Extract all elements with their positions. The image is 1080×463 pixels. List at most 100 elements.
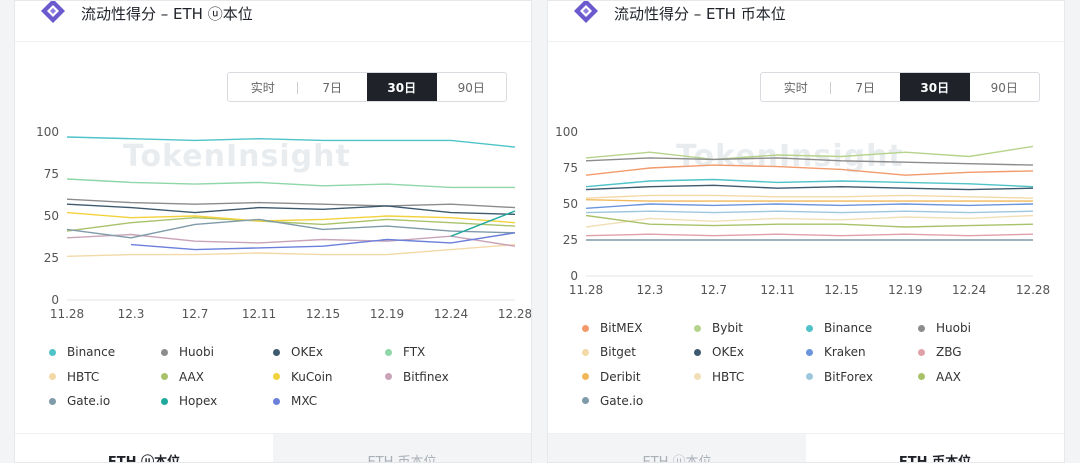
tab-90d[interactable]: 90日 <box>457 80 485 95</box>
legend-item-bitforex[interactable]: BitForex <box>806 370 873 384</box>
x-tick-label: 11.28 <box>50 307 84 321</box>
legend-label: FTX <box>403 345 426 359</box>
series-line-huobi[interactable] <box>585 157 1034 166</box>
series-line-hbtc[interactable] <box>585 214 1034 228</box>
legend-item-bitfinex[interactable]: Bitfinex <box>385 370 449 384</box>
y-tick-label: 75 <box>44 167 59 181</box>
card-title: 流动性得分 – ETH 币本位 <box>614 5 786 23</box>
legend-item-zbg[interactable]: ZBG <box>918 345 962 359</box>
series-line-huobi[interactable] <box>66 198 516 209</box>
legend-item-bitmex[interactable]: BitMEX <box>582 321 642 335</box>
series-line-bitmex[interactable] <box>585 164 1034 176</box>
legend-label: Bybit <box>712 321 743 335</box>
series-line-kucoin[interactable] <box>66 211 516 224</box>
tab-30d[interactable]: 30日 <box>900 73 970 101</box>
series-line-aax[interactable] <box>66 217 516 232</box>
bottom-tabs: ETH ⓤ本位 ETH 币本位 <box>15 433 531 462</box>
legend-item-okex[interactable]: OKEx <box>273 345 323 359</box>
legend-item-bitget[interactable]: Bitget <box>582 345 636 359</box>
series-line-aax[interactable] <box>585 214 1034 228</box>
x-tick-label: 12.24 <box>952 283 986 297</box>
legend-item-bybit[interactable]: Bybit <box>694 321 743 335</box>
tab-90d[interactable]: 90日 <box>990 80 1018 95</box>
legend-marker <box>694 324 701 332</box>
time-range-tabs: 实时 7日 30日 90日 <box>760 72 1040 102</box>
legend-label: AAX <box>179 369 204 384</box>
tab-30d[interactable]: 30日 <box>367 73 437 101</box>
tab-realtime[interactable]: 实时 <box>228 73 298 101</box>
y-tick-label: 75 <box>563 161 578 175</box>
legend-marker <box>582 397 589 405</box>
legend-item-kucoin[interactable]: KuCoin <box>273 370 333 384</box>
legend-item-gate-io[interactable]: Gate.io <box>49 394 110 408</box>
series-line-bitforex[interactable] <box>585 210 1034 214</box>
legend-label: OKEx <box>712 345 744 360</box>
legend-marker <box>385 348 392 356</box>
tab-eth-coin[interactable]: ETH 币本位 <box>273 434 531 462</box>
series-line-zbg[interactable] <box>585 233 1034 237</box>
legend-marker <box>918 373 925 381</box>
series-line-kraken[interactable] <box>585 203 1034 209</box>
x-tick-label: 12.3 <box>118 307 145 321</box>
time-range-tabs: 实时 7日 30日 90日 <box>227 72 507 102</box>
legend-label: KuCoin <box>291 369 333 384</box>
legend-item-mxc[interactable]: MXC <box>273 394 317 408</box>
tab-7d[interactable]: 7日 <box>855 80 876 95</box>
legend-label: Kraken <box>824 345 866 360</box>
tab-realtime[interactable]: 实时 <box>761 73 831 101</box>
tab-eth-usdt[interactable]: ETH ⓤ本位 <box>15 434 273 462</box>
legend-item-aax[interactable]: AAX <box>918 370 961 384</box>
legend-marker <box>918 348 925 356</box>
legend-marker <box>806 373 813 381</box>
tab-eth-usdt[interactable]: ETH ⓤ本位 <box>548 434 806 462</box>
x-tick-label: 12.7 <box>182 307 209 321</box>
legend-label: Deribit <box>600 369 641 384</box>
legend-item-hbtc[interactable]: HBTC <box>49 370 99 384</box>
series-line-deribit[interactable] <box>585 199 1033 202</box>
series-line-gate-io[interactable] <box>66 218 516 239</box>
x-tick-label: 12.11 <box>242 307 276 321</box>
legend-marker <box>49 348 56 356</box>
x-tick-label: 12.3 <box>636 283 663 297</box>
legend-marker <box>49 397 56 405</box>
tab-eth-coin[interactable]: ETH 币本位 <box>806 434 1064 462</box>
legend-item-binance[interactable]: Binance <box>806 321 872 335</box>
y-tick-label: 25 <box>44 251 59 265</box>
legend-marker <box>161 397 168 405</box>
legend-marker <box>273 348 280 356</box>
tab-7d[interactable]: 7日 <box>322 80 343 95</box>
y-tick-label: 100 <box>555 125 578 139</box>
series-line-okex[interactable] <box>66 203 516 215</box>
legend-item-ftx[interactable]: FTX <box>385 345 425 359</box>
legend-marker <box>161 348 168 356</box>
legend-item-aax[interactable]: AAX <box>161 370 204 384</box>
legend-item-hbtc[interactable]: HBTC <box>694 370 744 384</box>
series-line-ftx[interactable] <box>66 178 515 189</box>
legend-marker <box>273 373 280 380</box>
legend-item-kraken[interactable]: Kraken <box>806 345 866 359</box>
series-line-hopex[interactable] <box>450 210 516 237</box>
liquidity-card-coin: 流动性得分 – ETH 币本位 TokenInsight 实时 7日 30日 9… <box>547 0 1065 463</box>
legend-item-gate-io[interactable]: Gate.io <box>582 394 643 408</box>
legend-item-binance[interactable]: Binance <box>49 345 115 359</box>
legend-item-huobi[interactable]: Huobi <box>918 321 971 335</box>
legend-item-huobi[interactable]: Huobi <box>161 345 214 359</box>
y-tick-label: 0 <box>51 293 59 307</box>
chart-legend: BitMEX Bybit Binance Huobi Bitget OKEx Kraken Z… <box>582 321 1054 421</box>
legend-label: Hopex <box>179 394 218 408</box>
series-line-mxc[interactable] <box>130 232 516 251</box>
series-line-bitget[interactable] <box>585 194 1034 199</box>
series-line-okex[interactable] <box>585 184 1034 191</box>
series-line-binance[interactable] <box>66 136 516 148</box>
series-line-binance[interactable] <box>585 178 1034 188</box>
series-line-hbtc[interactable] <box>66 243 516 257</box>
x-tick-label: 12.24 <box>434 307 468 321</box>
legend-item-hopex[interactable]: Hopex <box>161 394 217 408</box>
legend-item-deribit[interactable]: Deribit <box>582 370 641 384</box>
legend-label: ZBG <box>936 345 962 360</box>
legend-item-okex[interactable]: OKEx <box>694 345 744 359</box>
series-line-bybit[interactable] <box>585 145 1034 161</box>
card-header: 流动性得分 – ETH 币本位 <box>548 1 1064 42</box>
x-tick-label: 12.28 <box>498 307 532 321</box>
legend-label: Gate.io <box>600 393 644 408</box>
